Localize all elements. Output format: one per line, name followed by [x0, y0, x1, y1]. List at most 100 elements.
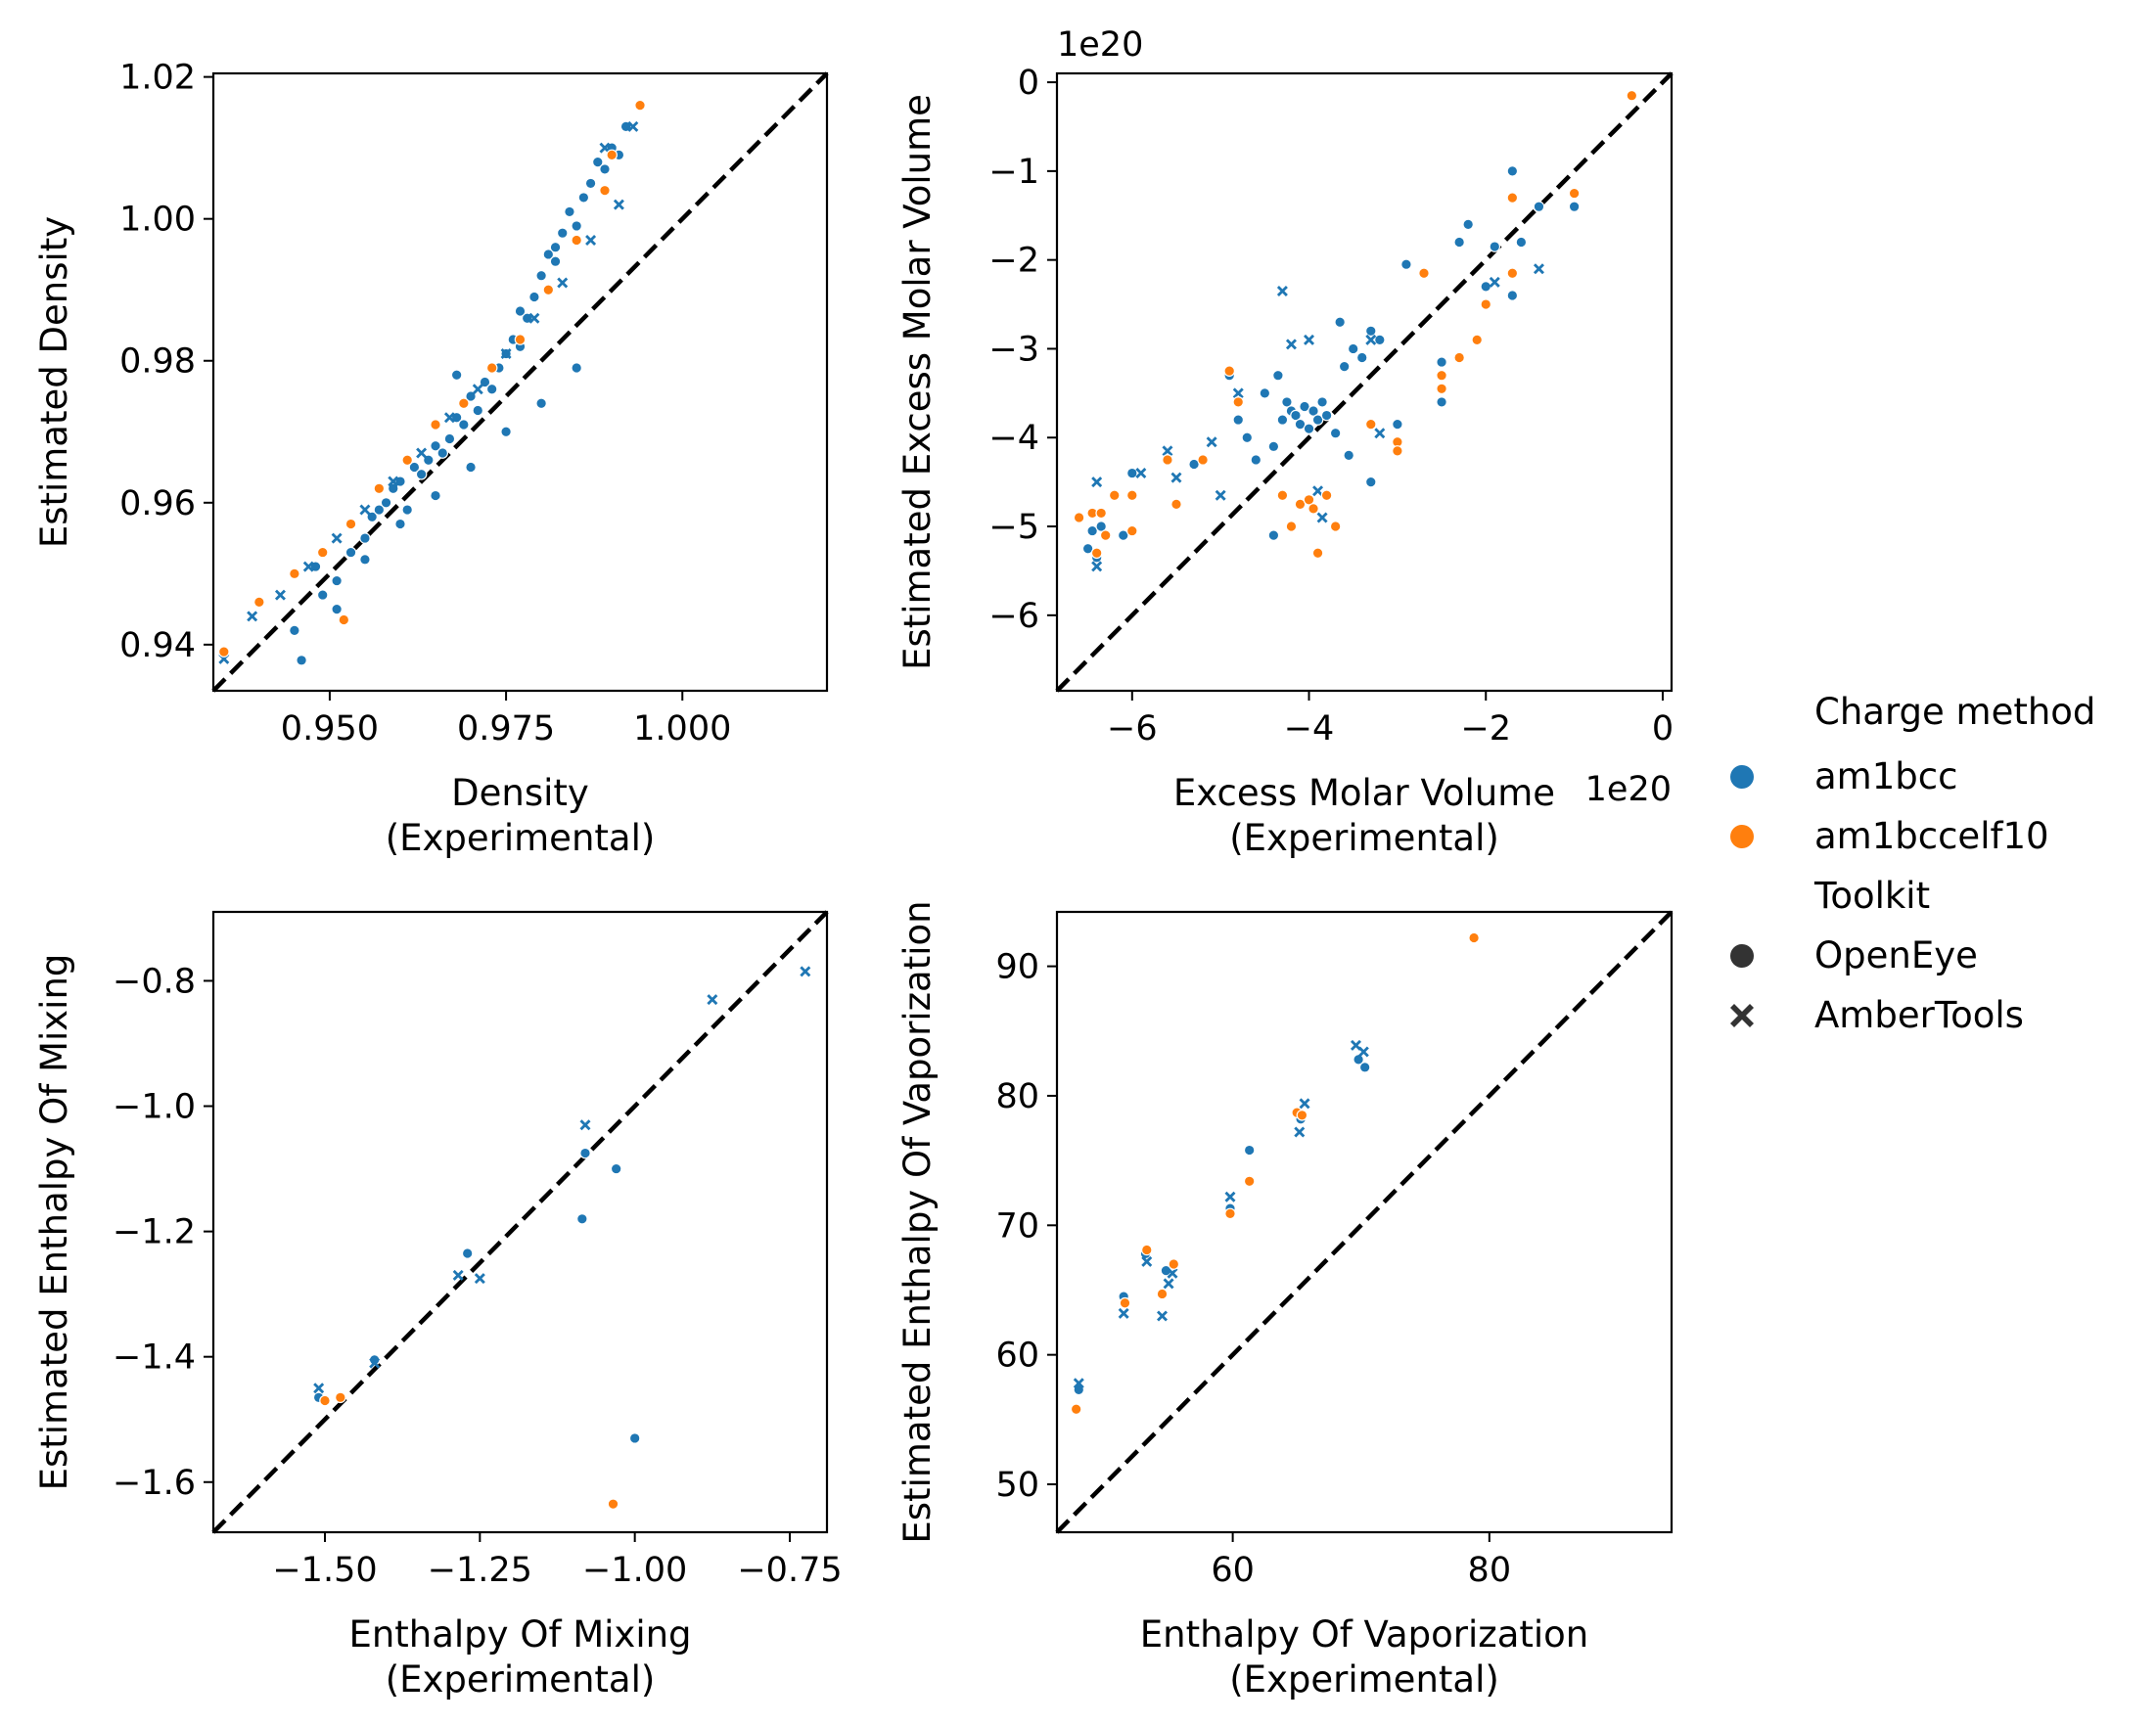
data-point-am1bcc-ambertools	[1206, 436, 1217, 448]
x-tick-label: 0.975	[457, 709, 555, 749]
data-point-am1bccelf10-openeye	[606, 149, 618, 161]
data-point-am1bcc-openeye	[1316, 396, 1328, 408]
data-point-am1bccelf10-openeye	[1303, 493, 1315, 506]
data-point-am1bcc-openeye	[549, 241, 562, 253]
data-point-am1bccelf10-openeye	[1294, 498, 1307, 511]
data-point-am1bccelf10-openeye	[1506, 267, 1519, 280]
data-point-am1bcc-ambertools	[579, 1119, 591, 1131]
data-point-am1bccelf10-openeye	[344, 518, 357, 530]
data-point-am1bcc-openeye	[1353, 1054, 1364, 1066]
data-point-am1bcc-openeye	[436, 447, 449, 459]
data-point-am1bcc-openeye	[472, 404, 484, 417]
data-point-am1bcc-ambertools	[1312, 485, 1324, 497]
data-point-am1bcc-openeye	[1358, 1062, 1371, 1073]
data-point-am1bcc-openeye	[619, 120, 632, 133]
data-point-am1bcc-openeye	[1232, 414, 1245, 426]
data-point-am1bcc-openeye	[316, 589, 329, 601]
x-tick-label: 1.000	[633, 709, 731, 749]
data-point-am1bccelf10-openeye	[1126, 489, 1138, 502]
data-point-am1bcc-openeye	[1241, 431, 1254, 444]
data-point-am1bcc-openeye	[1506, 290, 1519, 301]
data-point-am1bccelf10-openeye	[1626, 89, 1638, 102]
data-point-am1bcc-openeye	[331, 603, 343, 615]
data-point-am1bcc-ambertools	[1285, 339, 1297, 350]
data-point-am1bcc-ambertools	[1299, 1098, 1310, 1110]
x-tick-label: −4	[1284, 709, 1335, 749]
data-point-am1bccelf10-openeye	[514, 334, 527, 345]
y-axis-label: Estimated Excess Molar Volume	[896, 94, 939, 670]
data-point-am1bcc-openeye	[458, 419, 470, 431]
data-point-am1bcc-ambertools	[416, 447, 428, 459]
data-point-am1bccelf10-openeye	[634, 99, 646, 112]
data-point-am1bcc-openeye	[344, 546, 357, 559]
data-point-am1bcc-ambertools	[1224, 1191, 1236, 1202]
data-point-am1bccelf10-openeye	[1108, 489, 1121, 502]
data-point-am1bcc-openeye	[577, 192, 590, 204]
data-point-am1bcc-openeye	[366, 511, 378, 523]
data-point-am1bcc-ambertools	[1357, 1046, 1369, 1058]
legend-marker-openeye	[1730, 944, 1754, 968]
data-point-am1bccelf10-openeye	[253, 596, 265, 609]
data-point-am1bcc-ambertools	[1135, 468, 1147, 479]
legend-marker-am1bcc	[1730, 765, 1754, 789]
data-point-am1bcc-openeye	[415, 468, 428, 480]
legend-label-am1bcc: am1bcc	[1814, 755, 1957, 797]
data-point-am1bcc-openeye	[1515, 236, 1528, 249]
data-point-am1bcc-ambertools	[274, 589, 286, 601]
data-point-am1bcc-openeye	[450, 411, 463, 424]
data-point-am1bccelf10-openeye	[1364, 418, 1377, 431]
data-point-am1bcc-ambertools	[1365, 334, 1377, 345]
legend-title-charge-method: Charge method	[1814, 691, 2095, 733]
axes-frame	[1055, 910, 1674, 1534]
data-point-am1bccelf10-openeye	[571, 234, 582, 247]
data-point-am1bcc-ambertools	[388, 476, 399, 487]
data-point-am1bcc-ambertools	[627, 120, 639, 132]
data-point-am1bcc-openeye	[1329, 427, 1342, 439]
identity-line	[211, 71, 829, 693]
data-point-am1bcc-openeye	[1267, 529, 1280, 541]
data-point-am1bcc-openeye	[309, 561, 322, 572]
identity-line	[1055, 71, 1674, 693]
data-point-am1bccelf10-openeye	[1224, 1207, 1236, 1220]
data-point-am1bcc-ambertools	[1162, 445, 1173, 457]
x-axis-label: Enthalpy Of Mixing	[348, 1613, 691, 1656]
data-point-am1bcc-ambertools	[369, 1357, 381, 1369]
data-point-am1bccelf10-openeye	[373, 482, 386, 495]
x-axis-exponent: 1e20	[1585, 770, 1672, 809]
data-point-am1bcc-openeye	[408, 461, 421, 474]
data-point-am1bccelf10-openeye	[1099, 529, 1112, 541]
y-tick-label: −5	[988, 508, 1039, 547]
data-point-am1bcc-openeye	[1533, 201, 1545, 212]
legend-title-toolkit: Toolkit	[1813, 875, 1930, 917]
data-point-am1bcc-openeye	[1243, 1144, 1256, 1157]
data-point-am1bccelf10-openeye	[1506, 192, 1519, 204]
data-point-am1bccelf10-openeye	[1170, 498, 1182, 511]
data-point-am1bcc-ambertools	[613, 199, 624, 210]
data-point-am1bcc-openeye	[1338, 360, 1351, 373]
y-axis-label: Estimated Density	[33, 216, 75, 548]
data-point-am1bccelf10-openeye	[542, 284, 555, 296]
legend-label-openeye: OpenEye	[1814, 934, 1978, 976]
data-point-am1bcc-openeye	[514, 305, 527, 317]
data-point-am1bcc-openeye	[423, 454, 435, 467]
data-point-am1bccelf10-openeye	[1568, 187, 1581, 200]
data-point-am1bcc-openeye	[1281, 396, 1293, 408]
data-point-am1bcc-ambertools	[452, 1269, 464, 1281]
data-point-am1bcc-openeye	[394, 476, 406, 487]
data-point-am1bccelf10-openeye	[401, 454, 413, 467]
data-point-am1bcc-ambertools	[1167, 1267, 1178, 1279]
data-point-am1bccelf10-openeye	[458, 397, 470, 410]
data-point-am1bcc-openeye	[1462, 218, 1474, 231]
data-point-am1bcc-ambertools	[1141, 1255, 1153, 1267]
legend-marker-am1bccelf10	[1730, 825, 1754, 848]
data-point-am1bcc-openeye	[576, 1212, 588, 1225]
data-point-am1bcc-ambertools	[1091, 476, 1103, 488]
data-point-am1bcc-openeye	[1307, 405, 1319, 417]
y-axis-exponent: 1e20	[1057, 25, 1143, 65]
x-tick-label: −1.00	[582, 1551, 687, 1590]
data-point-am1bcc-openeye	[1436, 356, 1447, 368]
data-point-am1bcc-openeye	[564, 205, 575, 218]
subplots-group: 0.950 0.975 1.000 0.94 0.96 0.98 1.00 1.02 Densi…	[33, 25, 1674, 1701]
data-point-am1bccelf10-openeye	[1156, 1288, 1169, 1300]
